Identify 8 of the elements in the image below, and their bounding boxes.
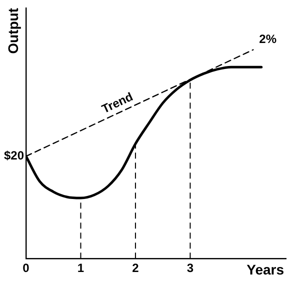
x-tick-label: 2 xyxy=(132,261,140,276)
x-tick-label: 3 xyxy=(186,261,194,276)
x-axis-title: Years xyxy=(246,262,284,278)
x-tick-label: 0 xyxy=(22,261,30,276)
annotation: $20 xyxy=(4,148,24,163)
y-axis-title: Output xyxy=(5,8,21,54)
x-tick-label: 1 xyxy=(77,261,84,276)
annotation: 2% xyxy=(259,32,277,46)
